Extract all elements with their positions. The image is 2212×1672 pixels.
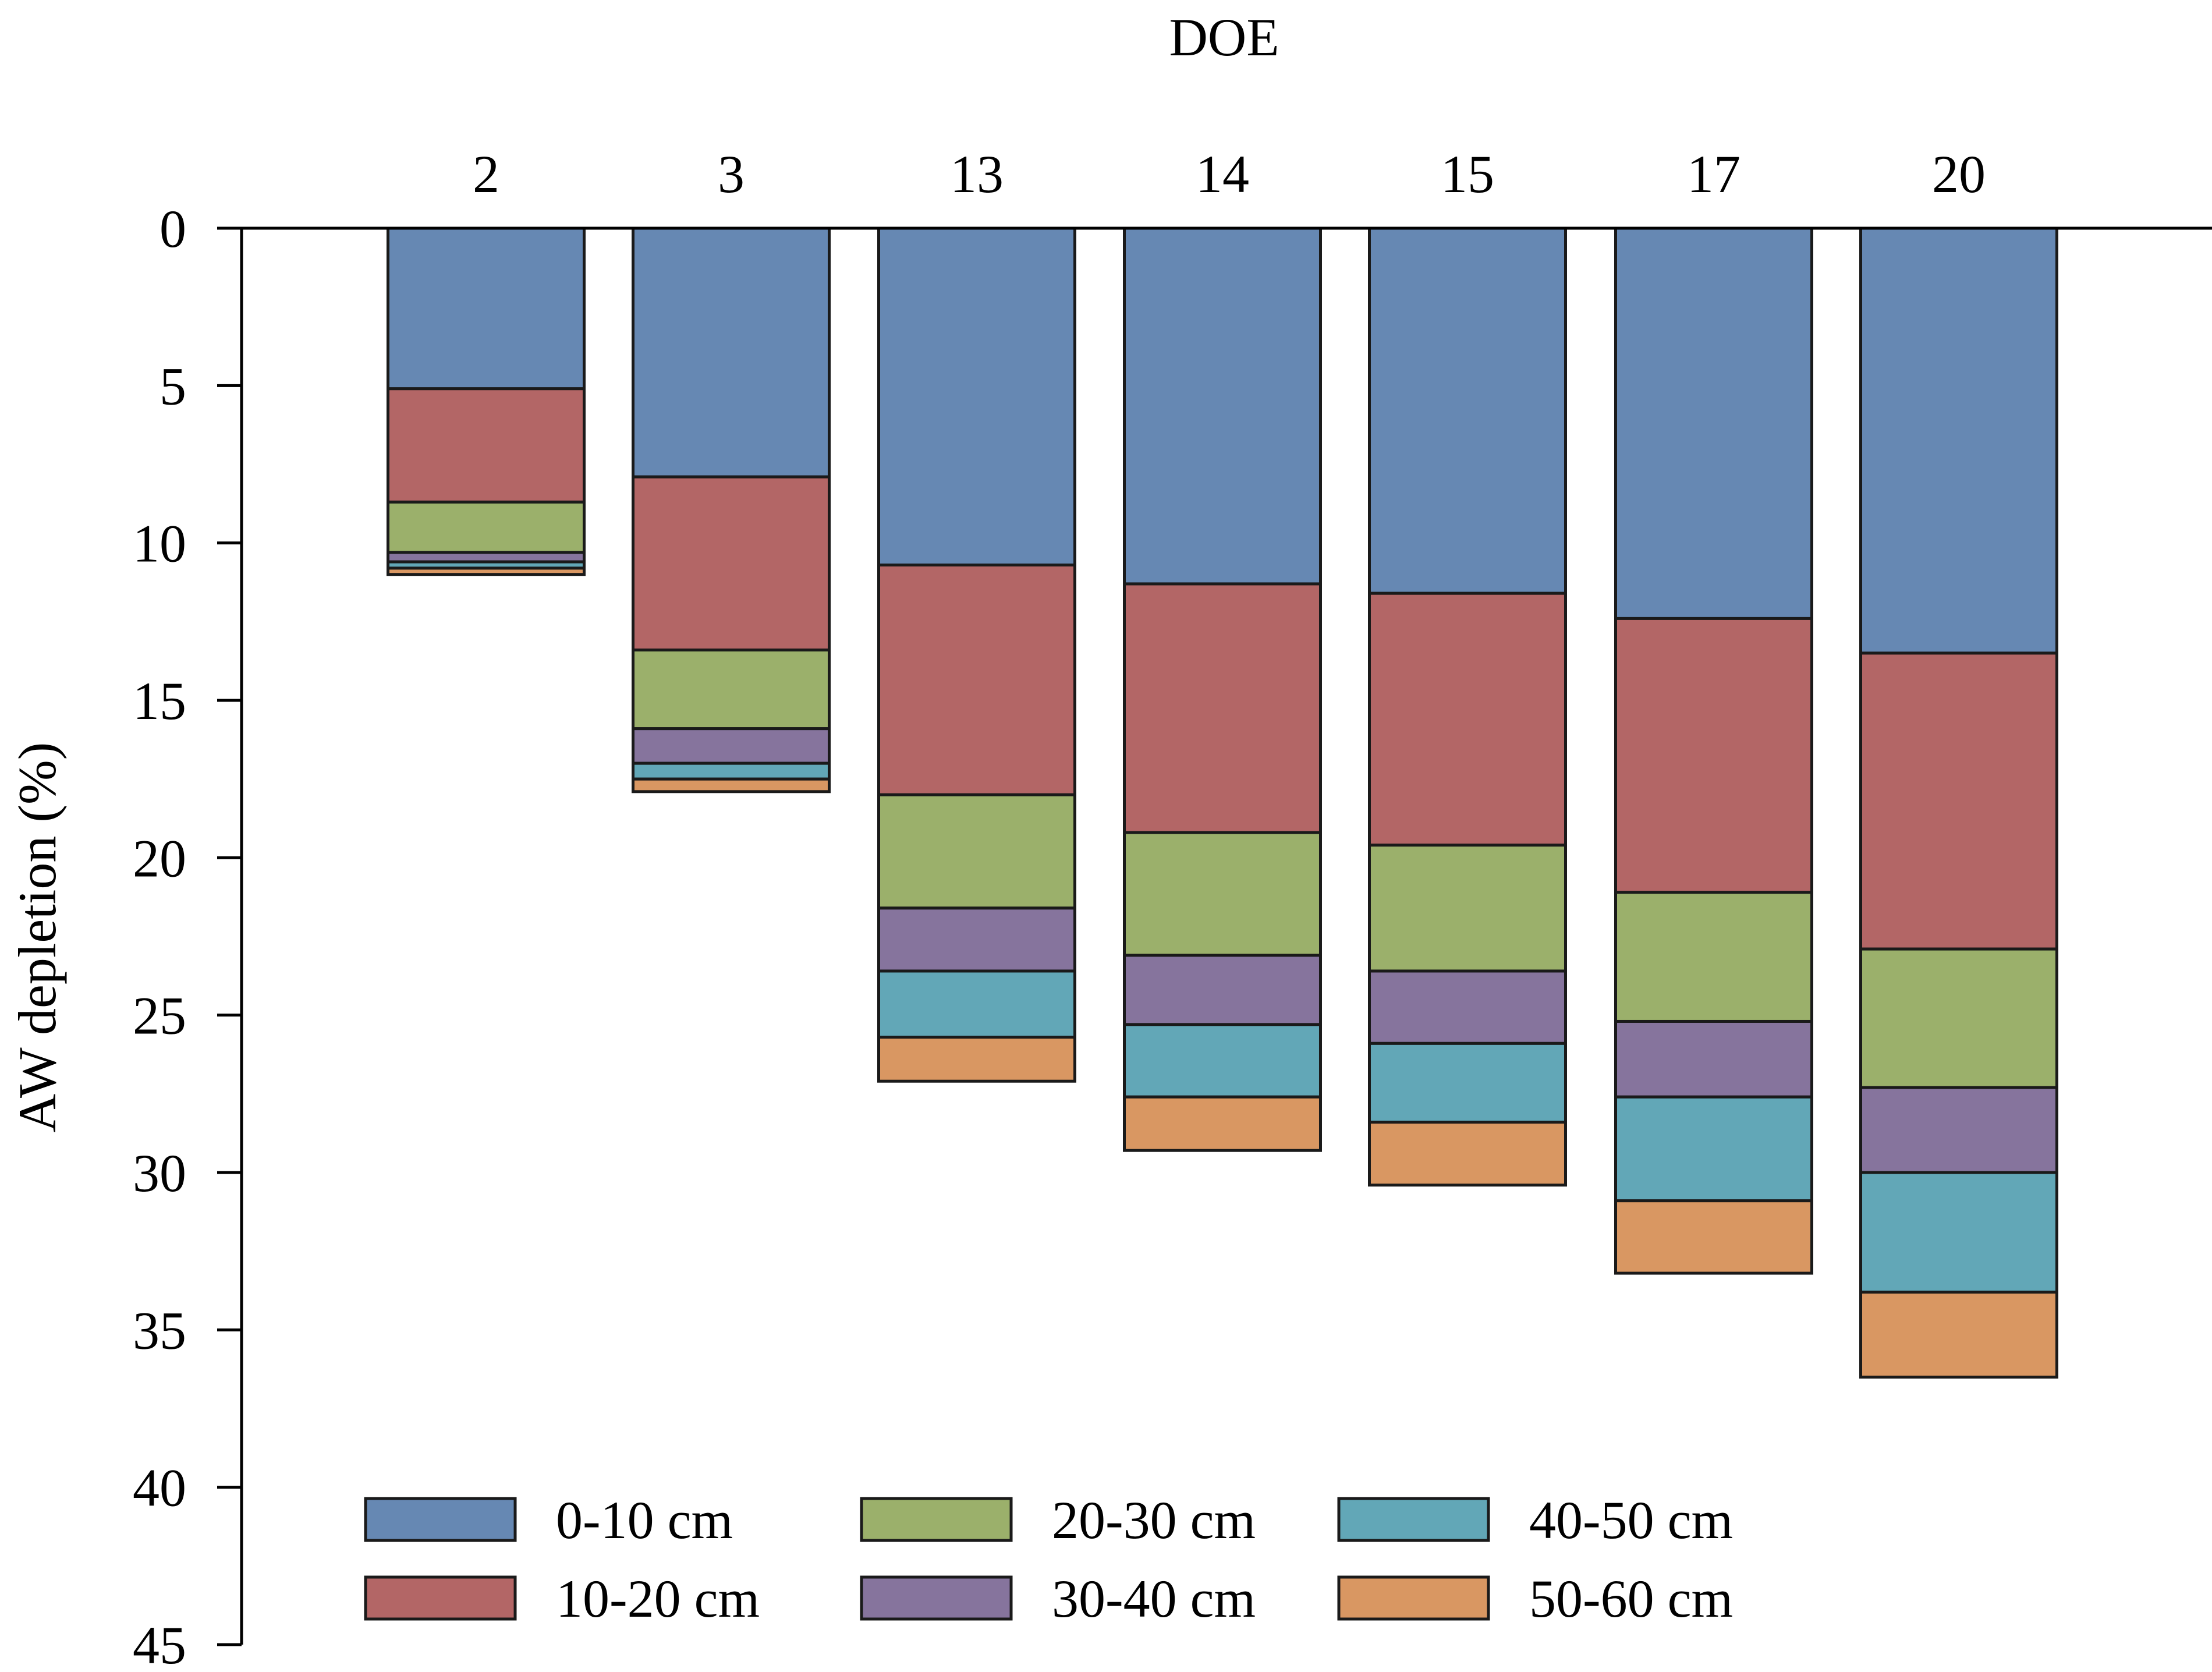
bar-segment-14-40-50cm <box>1123 1023 1322 1099</box>
bar-segment-3-10-20cm <box>632 475 831 651</box>
bar-segment-20-0-10cm <box>1859 226 2058 655</box>
bar-segment-14-30-40cm <box>1123 954 1322 1026</box>
legend-label: 20-30 cm <box>1052 1490 1256 1550</box>
bar-segment-17-0-10cm <box>1614 226 1813 620</box>
y-tick-label: 30 <box>133 1143 186 1203</box>
bar-segment-13-50-60cm <box>877 1036 1076 1083</box>
bar-segment-3-30-40cm <box>632 727 831 765</box>
bar-segment-14-0-10cm <box>1123 226 1322 586</box>
x-tick-label: 17 <box>1687 144 1740 204</box>
legend-swatch-30-40cm <box>860 1575 1013 1621</box>
legend-swatch-50-60cm <box>1337 1575 1490 1621</box>
bar-segment-17-10-20cm <box>1614 617 1813 894</box>
y-tick-label: 0 <box>159 199 186 258</box>
bar-segment-13-0-10cm <box>877 226 1076 567</box>
bar-segment-2-10-20cm <box>387 387 586 504</box>
bar-segment-13-30-40cm <box>877 906 1076 973</box>
bar-segment-15-30-40cm <box>1368 969 1567 1045</box>
legend-label: 50-60 cm <box>1529 1569 1733 1628</box>
bar-segment-15-10-20cm <box>1368 591 1567 847</box>
bar-segment-15-40-50cm <box>1368 1042 1567 1124</box>
bar-segment-17-30-40cm <box>1614 1019 1813 1099</box>
legend-label: 10-20 cm <box>556 1569 760 1628</box>
bar-segment-3-0-10cm <box>632 226 831 479</box>
bar-segment-3-40-50cm <box>632 761 831 781</box>
bar-segment-2-20-30cm <box>387 500 586 554</box>
bar-segment-20-50-60cm <box>1859 1290 2058 1379</box>
y-tick-label: 15 <box>133 671 186 731</box>
y-tick-label: 45 <box>133 1616 186 1672</box>
bar-segment-13-10-20cm <box>877 564 1076 796</box>
y-tick-label: 10 <box>133 514 186 573</box>
y-tick-label: 20 <box>133 828 186 888</box>
x-tick-label: 14 <box>1196 144 1249 204</box>
bar-segment-13-40-50cm <box>877 969 1076 1039</box>
bar-segment-14-50-60cm <box>1123 1095 1322 1152</box>
bar-segment-20-10-20cm <box>1859 651 2058 951</box>
bar-segment-20-40-50cm <box>1859 1171 2058 1294</box>
bar-segment-17-50-60cm <box>1614 1199 1813 1275</box>
bar-segment-2-50-60cm <box>387 566 586 576</box>
bar-segment-20-30-40cm <box>1859 1086 2058 1174</box>
x-tick-label: 20 <box>1932 144 1986 204</box>
y-tick-label: 40 <box>133 1458 186 1518</box>
legend: 0-10 cm 10-20 cm 20-30 cm 30-40 cm 40-50 cm 5… <box>364 1490 1733 1628</box>
x-tick-label: 15 <box>1441 144 1494 204</box>
bar-segment-14-10-20cm <box>1123 582 1322 834</box>
bar-segment-20-20-30cm <box>1859 947 2058 1089</box>
bar-segment-14-20-30cm <box>1123 831 1322 957</box>
x-axis-title: DOE <box>1169 8 1279 67</box>
x-tick-label: 3 <box>718 144 745 204</box>
x-tick-label: 13 <box>950 144 1004 204</box>
bar-segment-3-20-30cm <box>632 648 831 731</box>
bar-segment-15-20-30cm <box>1368 844 1567 973</box>
bar-segment-3-50-60cm <box>632 777 831 794</box>
bar-segment-17-40-50cm <box>1614 1095 1813 1203</box>
legend-label: 0-10 cm <box>556 1490 733 1550</box>
bar-segment-15-0-10cm <box>1368 226 1567 595</box>
bar-segment-13-20-30cm <box>877 793 1076 910</box>
legend-swatch-10-20cm <box>364 1575 517 1621</box>
bar-segment-17-20-30cm <box>1614 891 1813 1023</box>
y-axis-title: AW depletion (%) <box>8 742 67 1133</box>
legend-swatch-0-10cm <box>364 1497 517 1542</box>
legend-label: 30-40 cm <box>1052 1569 1256 1628</box>
y-tick-label: 35 <box>133 1301 186 1360</box>
y-tick-label: 5 <box>159 356 186 416</box>
y-tick-label: 25 <box>133 986 186 1046</box>
bar-segment-2-0-10cm <box>387 226 586 391</box>
legend-swatch-20-30cm <box>860 1497 1013 1542</box>
bar-segment-15-50-60cm <box>1368 1120 1567 1187</box>
plot-area: 2 3 13 14 15 17 20 0 5 10 15 20 25 30 35 40 45 <box>133 144 2212 1672</box>
legend-label: 40-50 cm <box>1529 1490 1733 1550</box>
legend-swatch-40-50cm <box>1337 1497 1490 1542</box>
x-tick-label: 2 <box>473 144 499 204</box>
